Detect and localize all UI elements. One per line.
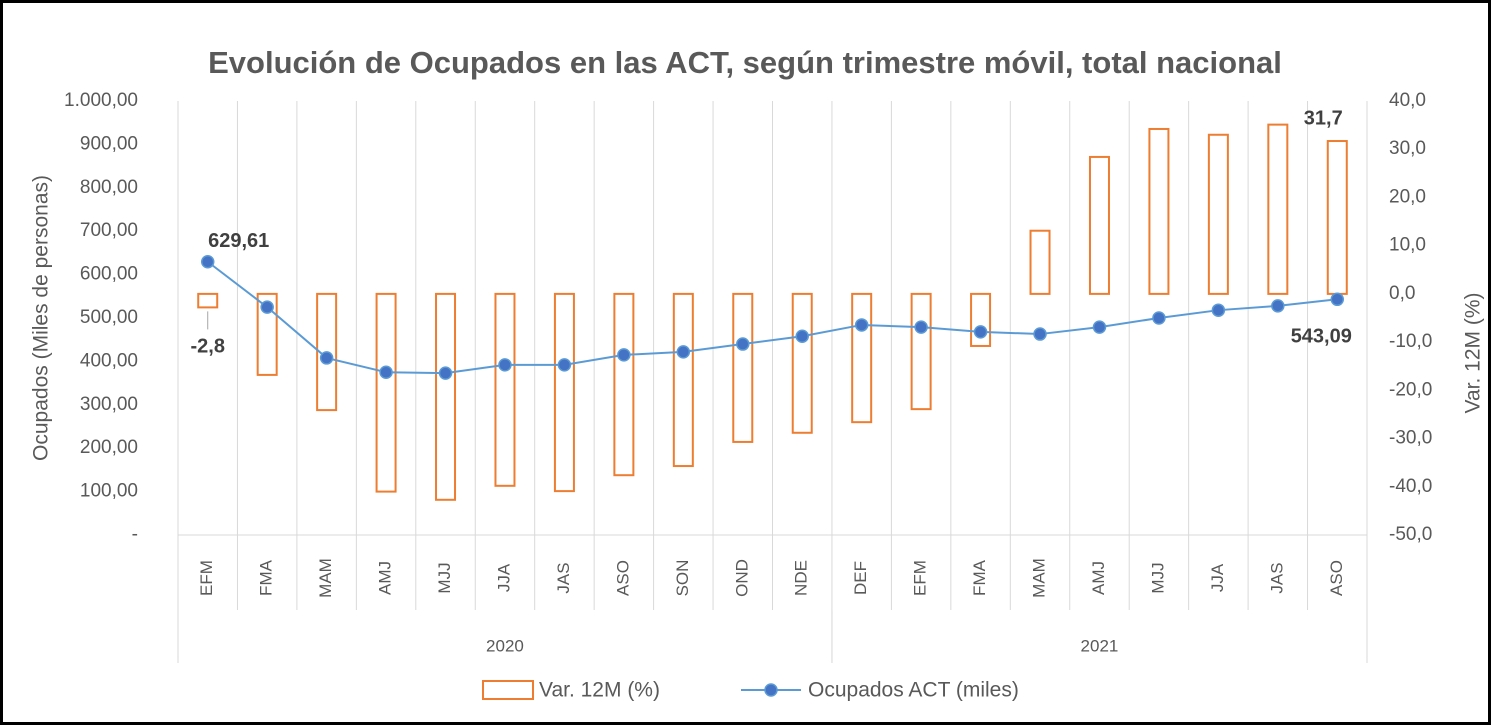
y2-tick-label: -30,0 — [1389, 428, 1432, 449]
marker — [676, 345, 691, 359]
bar — [553, 292, 575, 493]
legend-label: Ocupados ACT (miles) — [808, 679, 1019, 702]
y-tick-label: - — [132, 524, 138, 545]
bar — [435, 292, 457, 501]
x-tick-label: JAS — [554, 562, 573, 593]
y-tick-label: 1.000,00 — [64, 90, 138, 111]
y-tick-label: 600,00 — [80, 264, 138, 285]
chart-title: Evolución de Ocupados en las ACT, según … — [208, 45, 1282, 80]
x-tick-label: MAM — [316, 558, 335, 598]
bar — [197, 292, 219, 309]
y-tick-label: 200,00 — [80, 437, 138, 458]
x-tick-label: AMJ — [1089, 561, 1108, 595]
marker — [1092, 320, 1107, 334]
x-tick-label: DEF — [851, 561, 870, 595]
data-label: -2,8 — [190, 336, 224, 358]
data-label: 543,09 — [1291, 326, 1352, 348]
x-tick-label: MAM — [1030, 558, 1049, 598]
marker — [854, 318, 869, 332]
y-tick-label: 100,00 — [80, 481, 138, 502]
marker — [1152, 311, 1166, 325]
x-tick-label: MJJ — [1148, 562, 1167, 593]
marker — [973, 325, 988, 339]
x-tick-label: NDE — [792, 560, 811, 596]
y-tick-label: 900,00 — [80, 133, 138, 154]
y2-tick-label: 10,0 — [1389, 235, 1426, 256]
marker — [1271, 299, 1285, 313]
marker — [438, 366, 453, 380]
group-label: 2020 — [486, 636, 524, 655]
marker — [736, 337, 750, 351]
group-label: 2021 — [1081, 636, 1119, 655]
x-tick-label: ASO — [1327, 560, 1346, 596]
line — [207, 260, 1338, 375]
y2-tick-label: 30,0 — [1389, 138, 1426, 159]
data-label: 31,7 — [1304, 107, 1343, 129]
marker — [795, 329, 809, 343]
x-tick-label: MJJ — [435, 562, 454, 593]
y2-tick-label: 0,0 — [1389, 283, 1415, 304]
marker — [200, 254, 215, 269]
x-tick-label: AMJ — [376, 561, 395, 595]
y-tick-label: 800,00 — [80, 177, 138, 198]
legend-label: Var. 12M (%) — [539, 679, 660, 702]
marker — [379, 365, 393, 379]
bar — [1088, 155, 1110, 295]
y2-tick-label: -20,0 — [1389, 379, 1432, 400]
x-tick-label: ASO — [613, 560, 632, 596]
x-tick-label: FMA — [257, 559, 276, 596]
y2-tick-label: -40,0 — [1389, 476, 1432, 497]
bar — [256, 292, 278, 376]
bar — [1029, 229, 1051, 295]
y-tick-label: 400,00 — [80, 350, 138, 371]
marker — [617, 348, 631, 362]
x-tick-label: JJA — [1208, 563, 1227, 592]
legend-swatch — [764, 683, 778, 697]
y-tick-label: 300,00 — [80, 394, 138, 415]
bar — [1207, 133, 1229, 295]
y2-axis-title: Var. 12M (%) — [1462, 293, 1485, 414]
x-tick-label: JAS — [1267, 562, 1286, 593]
x-tick-label: EFM — [911, 560, 930, 596]
bar — [494, 292, 516, 487]
x-tick-label: FMA — [970, 559, 989, 596]
x-tick-label: EFM — [197, 560, 216, 596]
bar — [613, 292, 635, 477]
marker — [1211, 303, 1226, 317]
bar — [851, 292, 873, 424]
y2-tick-label: 40,0 — [1389, 90, 1426, 111]
marker — [1033, 327, 1047, 341]
bar — [732, 292, 754, 443]
y-tick-label: 700,00 — [80, 220, 138, 241]
marker — [319, 351, 334, 365]
x-tick-label: JJA — [494, 563, 513, 592]
bar — [375, 292, 397, 493]
bar — [1148, 127, 1170, 295]
bar — [910, 292, 932, 411]
bar — [1267, 123, 1289, 295]
x-tick-label: OND — [732, 559, 751, 597]
y2-tick-label: -50,0 — [1389, 524, 1432, 545]
x-tick-label: SON — [673, 560, 692, 597]
marker — [498, 358, 512, 372]
bar — [791, 292, 813, 434]
marker — [914, 320, 928, 334]
marker — [557, 358, 572, 372]
y-tick-label: 500,00 — [80, 307, 138, 328]
legend-swatch — [482, 680, 534, 700]
marker — [260, 300, 274, 314]
y-axis-title: Ocupados (Miles de personas) — [30, 175, 53, 461]
bar — [1326, 140, 1348, 295]
data-label: 629,61 — [208, 230, 269, 252]
y2-tick-label: 20,0 — [1389, 186, 1426, 207]
bar — [672, 292, 694, 468]
marker — [1330, 292, 1345, 307]
y2-tick-label: -10,0 — [1389, 331, 1432, 352]
